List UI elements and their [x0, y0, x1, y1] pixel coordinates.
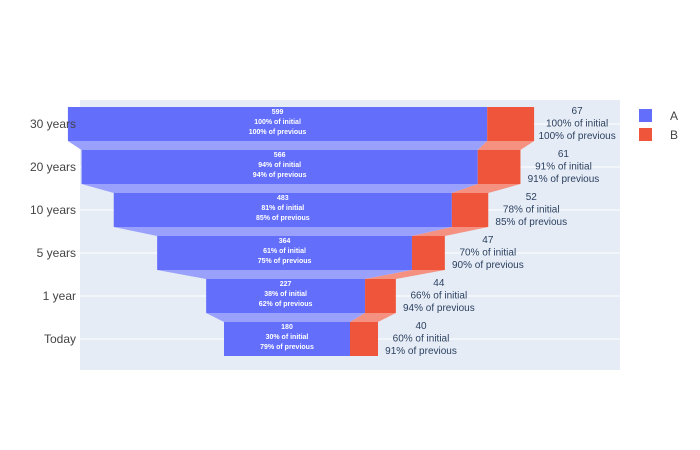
connector-a: [81, 184, 478, 193]
data-label-b: 47 70% of initial 90% of previous: [452, 235, 524, 271]
data-label-a: 566 94% of initial 94% of previous: [253, 152, 307, 179]
connector-b: [477, 141, 535, 150]
connector-b: [411, 227, 489, 236]
bar-a[interactable]: [113, 193, 452, 227]
data-label-b: 52 78% of initial 85% of previous: [495, 192, 567, 228]
y-tick-label: 20 years: [30, 160, 76, 174]
data-label-a: 599 100% of initial 100% of previous: [249, 109, 307, 136]
y-tick-label: 30 years: [30, 117, 76, 131]
legend-label[interactable]: B: [670, 128, 678, 142]
bar-b[interactable]: [477, 150, 521, 184]
y-tick-label: Today: [44, 332, 76, 346]
y-tick-label: 1 year: [43, 289, 76, 303]
legend-swatch[interactable]: [639, 128, 652, 141]
data-label-a: 364 61% of initial 75% of previous: [258, 238, 312, 265]
connector-a: [157, 270, 412, 279]
data-label-a: 180 30% of initial 79% of previous: [260, 324, 314, 351]
legend-swatch[interactable]: [639, 109, 652, 122]
bar-b[interactable]: [411, 236, 445, 270]
bar-a[interactable]: [81, 150, 478, 184]
connector-a: [67, 141, 488, 150]
data-label-b: 40 60% of initial 91% of previous: [385, 321, 457, 357]
connector-b: [451, 184, 521, 193]
data-label-b: 61 91% of initial 91% of previous: [528, 149, 600, 185]
y-axis-tick-labels: 30 years 20 years 10 years 5 years 1 year Tod…: [30, 117, 76, 346]
bar-a[interactable]: [224, 322, 350, 356]
data-label-b: 67 100% of initial 100% of previous: [538, 106, 615, 142]
bar-b[interactable]: [350, 322, 378, 356]
connector-a: [206, 313, 366, 322]
bar-a[interactable]: [67, 107, 488, 141]
legend[interactable]: AB: [639, 109, 678, 142]
connector-b: [350, 313, 396, 322]
funnel-bars: [67, 107, 535, 356]
data-label-a: 227 38% of initial 62% of previous: [259, 281, 313, 308]
bar-b[interactable]: [451, 193, 489, 227]
data-label-b: 44 66% of initial 94% of previous: [403, 278, 475, 314]
y-tick-label: 5 years: [37, 246, 76, 260]
data-label-a: 483 81% of initial 85% of previous: [256, 195, 310, 222]
y-tick-label: 10 years: [30, 203, 76, 217]
bar-b[interactable]: [487, 107, 535, 141]
bar-a[interactable]: [157, 236, 412, 270]
funnel-connectors: [67, 141, 535, 322]
connector-b: [365, 270, 445, 279]
bar-a[interactable]: [206, 279, 366, 313]
bar-labels: 599 100% of initial 100% of previous 67 100%…: [249, 106, 616, 357]
legend-label[interactable]: A: [670, 109, 678, 123]
connector-a: [113, 227, 452, 236]
bar-b[interactable]: [365, 279, 396, 313]
